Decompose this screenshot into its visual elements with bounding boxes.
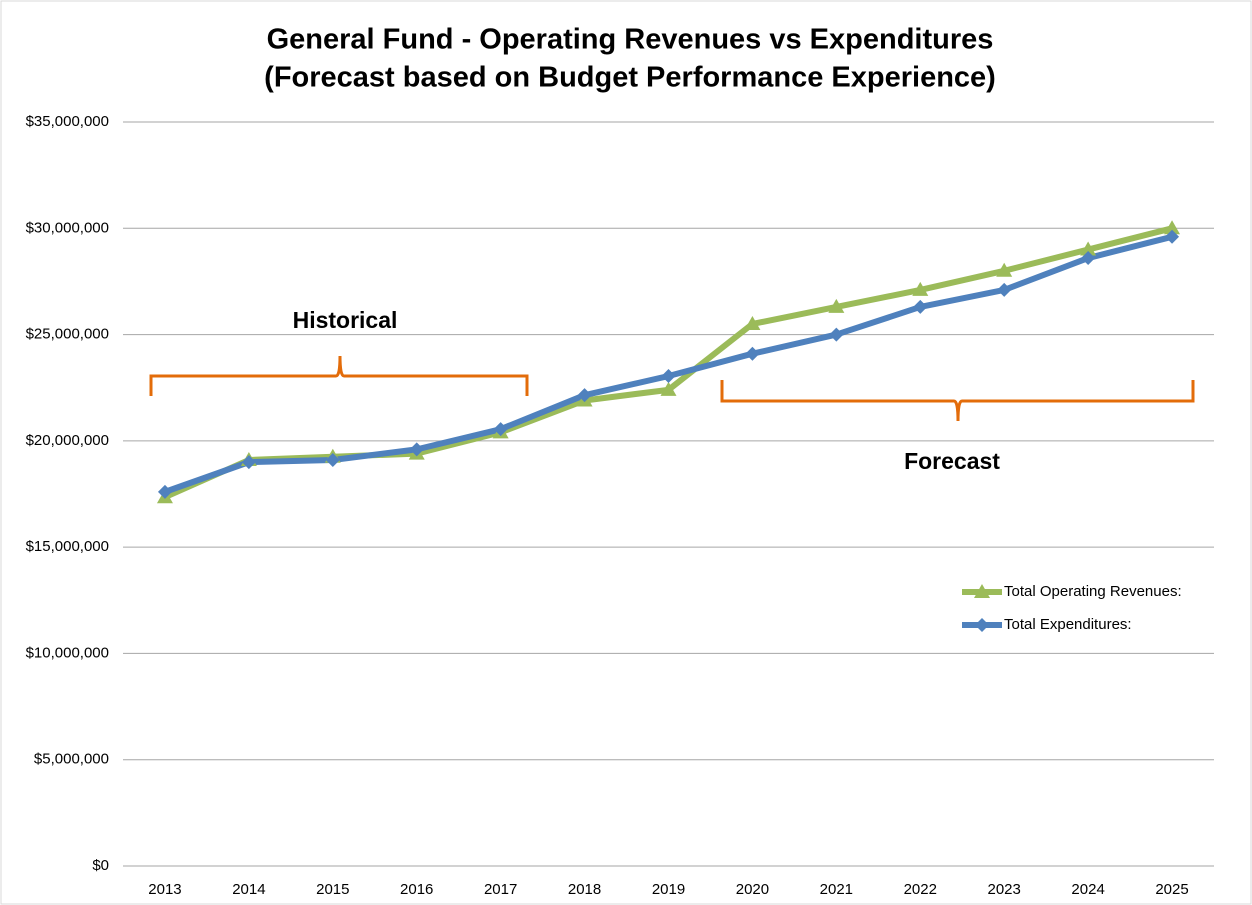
marker xyxy=(912,281,929,296)
chart-title: General Fund - Operating Revenues vs Exp… xyxy=(267,24,994,56)
marker xyxy=(1164,220,1181,235)
marker xyxy=(493,422,508,437)
x-tick-label: 2024 xyxy=(1071,881,1104,898)
x-tick-label: 2016 xyxy=(400,881,433,898)
y-tick-label: $30,000,000 xyxy=(26,219,109,236)
marker xyxy=(829,327,844,342)
x-tick-label: 2015 xyxy=(316,881,349,898)
y-tick-label: $25,000,000 xyxy=(26,326,109,343)
marker xyxy=(661,369,676,384)
legend-label: Total Operating Revenues: xyxy=(1004,583,1182,600)
marker xyxy=(913,299,928,314)
marker xyxy=(828,298,845,313)
marker xyxy=(974,584,990,598)
y-tick-label: $10,000,000 xyxy=(26,644,109,661)
x-tick-label: 2023 xyxy=(988,881,1021,898)
marker xyxy=(744,315,761,330)
x-tick-label: 2022 xyxy=(904,881,937,898)
annotation: Forecast xyxy=(904,448,1000,474)
y-tick-label: $0 xyxy=(92,857,109,874)
marker xyxy=(660,381,677,396)
marker xyxy=(745,346,760,361)
marker xyxy=(577,388,592,403)
marker xyxy=(1081,251,1096,266)
marker xyxy=(409,442,424,457)
marker xyxy=(996,262,1013,277)
x-tick-label: 2013 xyxy=(148,881,181,898)
x-tick-label: 2019 xyxy=(652,881,685,898)
marker xyxy=(1080,241,1097,256)
x-tick-label: 2021 xyxy=(820,881,853,898)
x-tick-label: 2025 xyxy=(1155,881,1188,898)
marker xyxy=(325,452,340,467)
y-tick-label: $15,000,000 xyxy=(26,538,109,555)
x-tick-label: 2014 xyxy=(232,881,265,898)
marker xyxy=(997,282,1012,297)
marker xyxy=(975,618,989,632)
y-tick-label: $5,000,000 xyxy=(34,751,109,768)
bracket xyxy=(720,380,1195,422)
annotation: Historical xyxy=(293,307,398,333)
y-tick-label: $35,000,000 xyxy=(26,113,109,130)
marker xyxy=(241,455,256,470)
x-tick-label: 2020 xyxy=(736,881,769,898)
legend-label: Total Expenditures: xyxy=(1004,616,1132,633)
marker xyxy=(1165,229,1180,244)
marker xyxy=(157,484,172,499)
x-tick-label: 2017 xyxy=(484,881,517,898)
bracket xyxy=(149,355,529,396)
y-tick-label: $20,000,000 xyxy=(26,432,109,449)
x-tick-label: 2018 xyxy=(568,881,601,898)
chart-subtitle: (Forecast based on Budget Performance Ex… xyxy=(264,62,996,94)
